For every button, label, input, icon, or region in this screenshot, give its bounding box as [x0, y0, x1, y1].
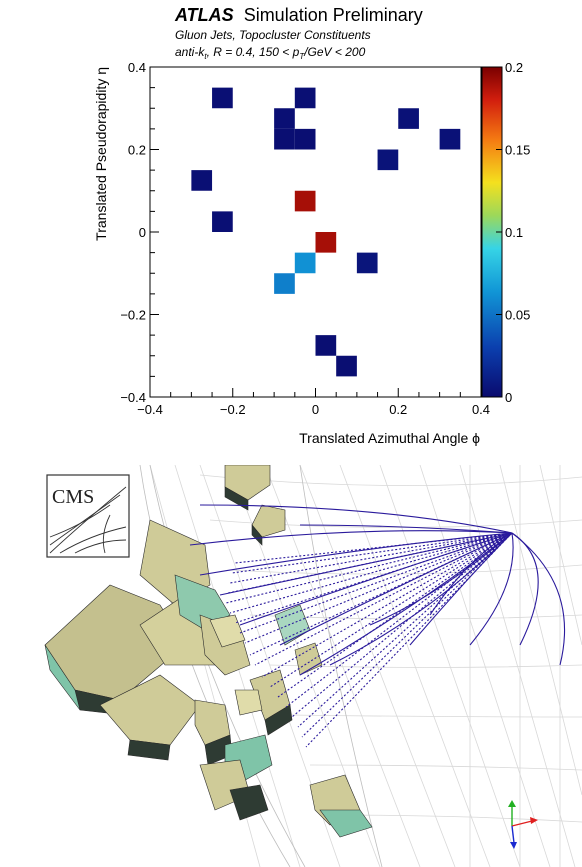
chart-subtitle-1: Gluon Jets, Topocluster Constituents	[175, 28, 371, 42]
track-curve	[299, 532, 513, 676]
heatmap-cell	[439, 128, 461, 150]
track-dotted	[301, 532, 513, 738]
y-tick-label: −0.4	[120, 390, 146, 405]
heatmap-cell	[356, 252, 378, 274]
y-tick-label: −0.2	[120, 308, 146, 323]
heatmap-cell	[274, 273, 295, 294]
track-dotted	[291, 532, 513, 718]
heatmap-figure: ATLAS Simulation Preliminary Gluon Jets,…	[93, 5, 530, 446]
heatmap-cell	[294, 128, 316, 150]
cbar-tick-label: 0.2	[505, 60, 523, 75]
y-axis: −0.4 −0.2 0 0.2 0.4	[120, 60, 159, 405]
heatmap-cell	[294, 87, 316, 109]
y-axis-label: Translated Pseudorapidity η	[93, 67, 109, 241]
x-axis-label: Translated Azimuthal Angle ϕ	[299, 430, 480, 446]
heatmap-cell	[398, 108, 419, 129]
track-curve	[299, 524, 513, 534]
heatmap-cell	[336, 355, 357, 377]
cms-logo-text: CMS	[52, 486, 94, 508]
track-curve	[511, 532, 539, 646]
heatmap-cell	[212, 87, 233, 109]
heatmap-cell	[274, 108, 295, 129]
x-tick-label: 0.4	[472, 402, 490, 417]
track-dotted	[225, 532, 513, 604]
chart-title: ATLAS Simulation Preliminary	[174, 5, 423, 25]
heatmap-cell	[294, 252, 316, 274]
heatmap-cells	[191, 87, 461, 377]
x-tick-label: −0.2	[220, 402, 246, 417]
x-tick-label: −0.4	[137, 402, 163, 417]
title-rest: Simulation Preliminary	[244, 5, 423, 25]
track-dotted	[285, 532, 513, 708]
cbar-tick-label: 0.1	[505, 225, 523, 240]
track-curve	[409, 532, 513, 646]
track-curve	[369, 532, 513, 626]
y-tick-label: 0.2	[128, 143, 146, 158]
track-curve	[511, 532, 566, 666]
track-dotted	[231, 532, 513, 574]
heatmap-cell	[315, 335, 337, 356]
axis-triad-icon	[508, 800, 538, 849]
track-curve	[429, 532, 513, 616]
track-curve	[469, 532, 514, 646]
track-dotted	[229, 532, 513, 614]
heatmap-cell	[191, 170, 213, 191]
x-tick-label: 0.2	[389, 402, 407, 417]
cbar-tick-label: 0.05	[505, 308, 530, 323]
particle-tracks	[189, 504, 566, 748]
track-dotted	[234, 532, 513, 564]
title-bold: ATLAS	[174, 5, 234, 25]
y-tick-label: 0	[139, 225, 146, 240]
chart-subtitle-2: anti-kt, R = 0.4, 150 < pT/GeV < 200	[175, 45, 366, 61]
track-curve	[329, 532, 513, 666]
heatmap-cell	[315, 232, 337, 253]
heatmap-cell	[377, 149, 399, 171]
calorimeter-towers	[44, 465, 373, 838]
colorbar-axis: 0 0.05 0.1 0.15 0.2	[496, 60, 530, 405]
track-dotted	[297, 532, 513, 728]
heatmap-cell	[274, 128, 295, 150]
track-curve	[199, 504, 513, 534]
track-curve	[239, 532, 513, 626]
heatmap-cell	[212, 211, 233, 232]
track-curve	[199, 532, 513, 576]
track-dotted	[254, 532, 513, 666]
cbar-tick-label: 0	[505, 390, 512, 405]
track-dotted	[244, 532, 513, 644]
track-dotted	[239, 532, 513, 634]
y-tick-label: 0.4	[128, 60, 146, 75]
track-curve	[219, 532, 513, 596]
heatmap-cell	[294, 190, 316, 212]
track-dotted	[261, 532, 513, 678]
track-curve	[279, 532, 513, 646]
track-curve	[189, 530, 513, 546]
event-display: CMS	[44, 465, 582, 867]
cbar-tick-label: 0.15	[505, 143, 530, 158]
x-axis: −0.4 −0.2 0 0.2 0.4	[137, 388, 490, 417]
x-tick-label: 0	[312, 402, 319, 417]
cms-logo: CMS	[46, 474, 130, 558]
